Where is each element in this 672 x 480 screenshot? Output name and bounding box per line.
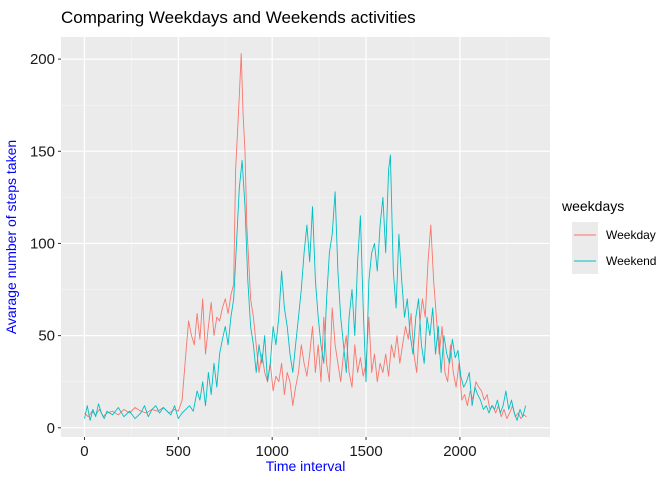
x-tick-label: 500 xyxy=(166,443,191,460)
x-tick-label: 1500 xyxy=(349,443,382,460)
x-tick-label: 0 xyxy=(80,443,88,460)
legend-title: weekdays xyxy=(561,198,624,214)
y-tick-label: 0 xyxy=(47,420,55,437)
y-axis-label: Avarage number of steps taken xyxy=(3,140,19,334)
x-tick-label: 1000 xyxy=(255,443,288,460)
y-tick-label: 200 xyxy=(30,51,55,68)
legend-label-weekend: Weekend xyxy=(606,254,656,268)
y-tick-label: 150 xyxy=(30,143,55,160)
chart-title: Comparing Weekdays and Weekends activiti… xyxy=(61,8,416,27)
legend-label-weekday: Weekday xyxy=(606,228,656,242)
series-line-weekend xyxy=(84,154,527,421)
y-tick-label: 50 xyxy=(38,328,55,345)
y-tick-label: 100 xyxy=(30,235,55,252)
legend: weekdays Weekday Weekend xyxy=(561,198,656,274)
x-axis: 0 500 1000 1500 2000 xyxy=(80,437,477,460)
major-gridlines xyxy=(61,37,550,437)
series-line-weekday xyxy=(84,53,527,420)
x-axis-label: Time interval xyxy=(266,458,346,474)
x-tick-label: 2000 xyxy=(443,443,476,460)
minor-gridlines xyxy=(61,37,550,437)
series-layer xyxy=(84,53,527,421)
y-axis: 0 50 100 150 200 xyxy=(30,51,61,437)
